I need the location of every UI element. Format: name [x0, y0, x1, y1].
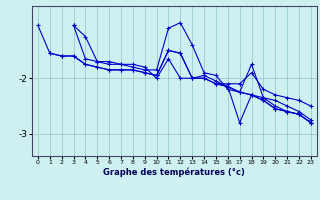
X-axis label: Graphe des températures (°c): Graphe des températures (°c)	[103, 168, 245, 177]
